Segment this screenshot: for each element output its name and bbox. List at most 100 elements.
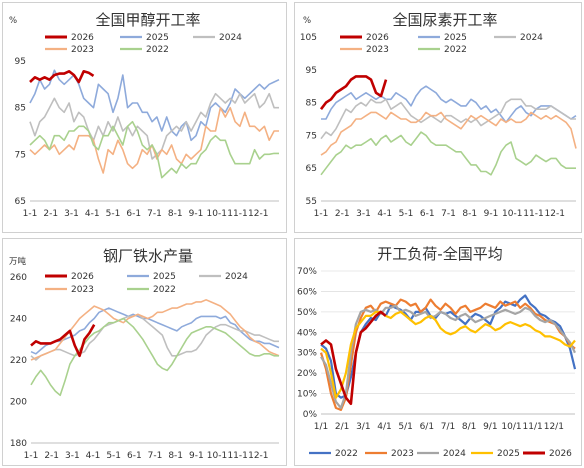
y-tick-label: 240 [10,315,27,325]
x-tick-label: 8-1 [168,209,183,219]
series-line-2022 [29,120,279,179]
series-line-2023 [320,111,577,156]
legend-label-2024: 2024 [225,272,248,282]
legend-label-2025: 2025 [444,33,467,43]
y-tick-label: 65 [15,197,26,207]
y-tick-label: 10% [297,390,317,400]
x-tick-label: 8-1 [462,209,477,219]
x-tick-label: 6-1 [126,209,141,219]
y-tick-label: 180 [10,439,27,449]
x-tick-label: 11/1 [523,422,543,432]
x-tick-label: 10-1 [207,451,227,461]
legend-label-2025: 2025 [153,272,176,282]
series-line-2026 [319,75,388,110]
x-tick-label: 7/1 [441,422,455,432]
y-tick-label: 55 [306,197,317,207]
chart-panel-load-average: 开工负荷-全国平均 0% 10% 20% 30% 40% 50% 60% 70% 1/1 2/1 3/… [294,238,582,466]
chart-panel-urea: 全国尿素开工率% 55 65 75 85 95 105 1-1 2-1 3-1 4-1 5-1 6-1 7… [294,2,582,233]
y-tick-label: 95 [15,57,26,67]
x-tick-label: 4-1 [377,209,392,219]
x-tick-label: 9-1 [484,209,499,219]
x-tick-label: 1-1 [24,451,39,461]
x-tick-label: 12/1 [544,422,564,432]
x-tick-label: 6-1 [127,451,142,461]
x-tick-label: 6/1 [420,422,434,432]
legend-label-2023: 2023 [391,449,414,459]
y-tick-label: 105 [300,33,317,43]
series-line-2025 [321,85,577,124]
y-tick-label: 30% [297,349,317,359]
x-tick-label: 4-1 [86,451,101,461]
y-tick-label: 70% [297,267,317,277]
chart-panel-hot-metal: 钢厂铁水产量万吨 180 200 220 240 260 1-1 2-1 3-1 4-1 5-1 6-… [2,238,287,466]
legend-label-2026: 2026 [71,272,94,282]
legend-label-2024: 2024 [520,33,543,43]
x-tick-label: 11-1 [523,209,543,219]
x-tick-label: 7-1 [441,209,456,219]
legend-label-2022: 2022 [146,45,169,55]
y-tick-label: 60% [297,287,317,297]
chart-title: 开工负荷-全国平均 [377,245,502,263]
y-tick-label: 85 [306,99,317,109]
legend-label-2024: 2024 [443,449,466,459]
legend-label-2022: 2022 [153,285,176,295]
y-tick-label: 200 [10,398,27,408]
legend-label-2025: 2025 [146,33,169,43]
x-tick-label: 3-1 [65,451,80,461]
x-tick-label: 1-1 [314,209,329,219]
chart-title: 全国尿素开工率 [392,11,497,29]
y-tick-label: 220 [10,356,27,366]
x-tick-label: 1/1 [314,422,328,432]
y-tick-label: 85 [15,104,26,114]
y-tick-label: 260 [10,273,27,283]
legend-label-2023: 2023 [71,285,94,295]
series-line-2025 [29,69,280,142]
x-tick-label: 4-1 [85,209,100,219]
y-tick-label: 40% [297,328,317,338]
chart-title: 钢厂铁水产量 [103,247,193,265]
urea-chart-svg: 全国尿素开工率% 55 65 75 85 95 105 1-1 2-1 3-1 4-1 5-1 6-1 7… [300,11,577,219]
legend-label-2022: 2022 [335,449,358,459]
x-tick-label: 7-1 [148,451,163,461]
x-tick-label: 12-1 [545,209,565,219]
x-tick-label: 10-1 [207,209,227,219]
x-tick-label: 5-1 [106,451,121,461]
legend-label-2023: 2023 [366,45,389,55]
unit-label: % [303,16,311,26]
x-tick-label: 4/1 [377,422,391,432]
legend-label-2024: 2024 [219,33,242,43]
series-line-2023 [30,298,280,361]
legend-label-2025: 2025 [497,449,520,459]
y-tick-label: 75 [15,150,26,160]
x-tick-label: 12-1 [248,451,268,461]
series-line-2024 [320,304,576,409]
x-tick-label: 2/1 [335,422,349,432]
series-line-2023 [29,106,279,174]
x-tick-label: 3/1 [356,422,370,432]
x-tick-label: 10/1 [501,422,521,432]
unit-label: 万吨 [9,256,27,267]
chart-panel-methanol: 全国甲醇开工率% 65 75 85 95 1-1 2-1 3-1 4-1 5-1 6-1 7-1 8-1… [2,2,287,233]
series-line-2026 [29,70,95,84]
x-tick-label: 5-1 [106,209,121,219]
load-average-chart-svg: 开工负荷-全国平均 0% 10% 20% 30% 40% 50% 60% 70% 1/1 2/1 3/… [297,245,577,459]
legend-label-2026: 2026 [549,449,572,459]
x-tick-label: 9-1 [189,209,204,219]
legend-label-2023: 2023 [71,45,94,55]
x-tick-label: 10-1 [502,209,522,219]
x-tick-label: 5-1 [399,209,414,219]
series-line-2023 [319,298,576,411]
y-tick-label: 50% [297,308,317,318]
x-tick-label: 8-1 [168,451,183,461]
x-tick-label: 9/1 [483,422,497,432]
x-tick-label: 3-1 [356,209,371,219]
x-tick-label: 9-1 [189,451,204,461]
x-tick-label: 2-1 [44,451,59,461]
methanol-chart-svg: 全国甲醇开工率% 65 75 85 95 1-1 2-1 3-1 4-1 5-1 6-1 7-1 8-1… [9,11,280,219]
x-tick-label: 3-1 [64,209,79,219]
series-line-2022 [320,131,576,176]
legend-label-2026: 2026 [366,33,389,43]
y-tick-label: 65 [306,164,317,174]
y-tick-label: 20% [297,369,317,379]
